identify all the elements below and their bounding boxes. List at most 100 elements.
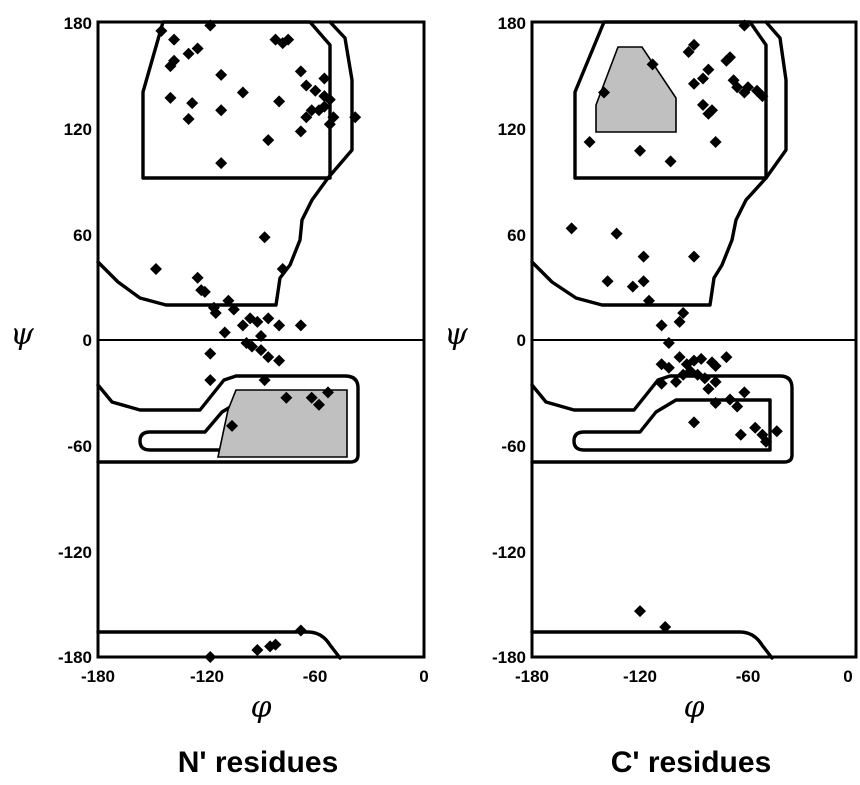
data-point: [662, 361, 675, 374]
data-point: [709, 135, 722, 148]
data-point: [309, 84, 322, 97]
data-point: [273, 319, 286, 332]
data-point: [731, 400, 744, 413]
data-point: [702, 63, 715, 76]
core-region: [217, 389, 348, 458]
alpha-region-inner: [572, 398, 772, 452]
data-point: [742, 81, 754, 94]
data-point: [322, 386, 335, 399]
data-point: [323, 93, 336, 106]
data-point: [673, 315, 686, 328]
data-point: [688, 416, 700, 429]
data-point: [724, 51, 736, 64]
data-point: [688, 77, 700, 90]
data-point: [300, 79, 313, 92]
data-point: [659, 621, 672, 634]
x-tick-label: -60: [736, 667, 761, 686]
data-point: [262, 351, 275, 364]
data-points: [565, 19, 783, 634]
data-point: [236, 319, 249, 332]
x-tick-label: -180: [515, 667, 549, 686]
data-point: [565, 222, 578, 235]
y-tick-label: 120: [64, 120, 92, 139]
data-point: [300, 111, 313, 124]
data-point: [294, 624, 307, 637]
data-point: [215, 68, 228, 81]
alpha-region-outer: [96, 374, 360, 464]
data-point: [724, 393, 736, 406]
plot-frame: [530, 20, 858, 659]
x-tick-label: -60: [303, 667, 328, 686]
data-point: [738, 386, 751, 399]
data-point: [349, 111, 362, 124]
data-point: [204, 19, 217, 32]
data-point: [276, 262, 289, 275]
data-point: [191, 271, 204, 284]
x-tick-label: -120: [623, 667, 657, 686]
x-tick-labels: -180 -120 -60 0: [515, 667, 853, 686]
data-point: [245, 340, 258, 353]
data-point: [709, 359, 722, 372]
data-point: [227, 303, 240, 316]
y-tick-label: -120: [492, 543, 526, 562]
data-point: [204, 347, 217, 360]
data-point: [682, 45, 695, 58]
data-point: [264, 640, 277, 653]
data-point: [273, 95, 286, 108]
x-tick-label: 0: [419, 667, 428, 686]
data-point: [218, 326, 231, 339]
data-point: [258, 231, 271, 244]
data-point: [738, 19, 751, 32]
data-point: [323, 118, 336, 131]
data-point: [186, 97, 199, 110]
panel-n-residues: 180 120 60 0 -60 -120 -180 -180 -120 -60…: [10, 14, 429, 779]
alpha-region-outer: [530, 374, 794, 464]
data-point: [149, 262, 162, 275]
data-point: [643, 294, 655, 307]
data-point: [610, 227, 623, 240]
y-tick-label: -60: [501, 437, 526, 456]
data-point: [720, 351, 733, 364]
data-point: [756, 90, 769, 103]
data-point: [634, 605, 646, 618]
data-point: [698, 372, 711, 385]
data-point: [282, 33, 295, 46]
data-point: [305, 104, 318, 117]
data-point: [626, 280, 639, 293]
data-point: [709, 397, 722, 409]
data-point: [662, 337, 675, 350]
data-point: [262, 312, 275, 325]
y-tick-label: 0: [83, 331, 92, 350]
x-tick-label: -180: [81, 667, 115, 686]
data-point: [646, 58, 659, 71]
y-tick-label: -180: [58, 648, 92, 667]
data-point: [294, 319, 307, 332]
data-point: [215, 104, 228, 117]
data-point: [168, 54, 181, 67]
data-point: [191, 42, 204, 55]
y-tick-labels: 180 120 60 0 -60 -120 -180: [492, 14, 526, 667]
data-point: [164, 91, 177, 104]
y-tick-label: -180: [492, 648, 526, 667]
y-tick-label: 180: [64, 14, 92, 33]
panel-title: N' residues: [178, 746, 339, 779]
data-point: [182, 47, 195, 60]
y-tick-label: 180: [498, 14, 526, 33]
data-point: [168, 33, 181, 46]
data-point: [318, 72, 331, 85]
data-point: [182, 113, 195, 126]
y-tick-label: 0: [517, 331, 526, 350]
data-point: [312, 104, 325, 117]
data-point: [155, 24, 168, 37]
data-point: [664, 155, 677, 168]
data-point: [236, 86, 249, 99]
y-tick-label: -120: [58, 543, 92, 562]
data-point: [673, 351, 686, 364]
data-point: [637, 275, 650, 288]
data-point: [251, 315, 264, 328]
y-tick-label: 60: [507, 226, 526, 245]
data-point: [312, 398, 325, 411]
data-point: [280, 391, 293, 404]
data-point: [634, 144, 646, 157]
data-point: [688, 250, 700, 263]
